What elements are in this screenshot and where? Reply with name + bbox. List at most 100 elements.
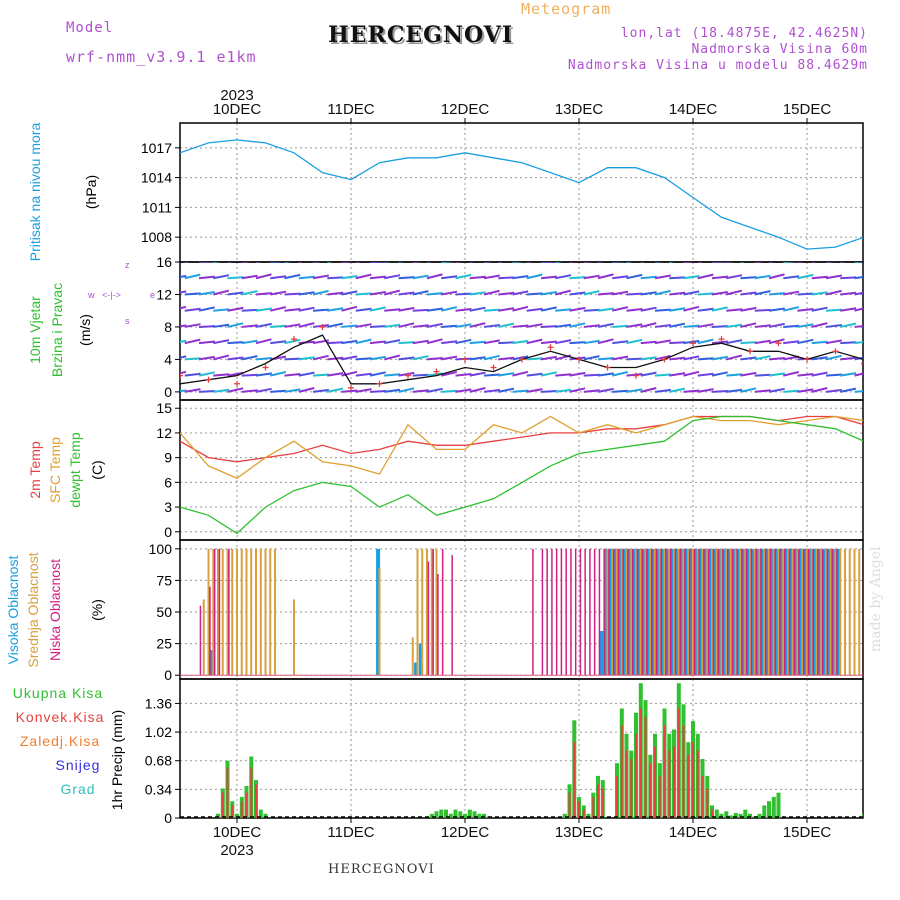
- wind-arrow: [227, 341, 244, 345]
- wind-arrow: [612, 340, 629, 345]
- wind-arrow: [213, 354, 230, 361]
- wind-arrow: [840, 341, 857, 345]
- wind-arrow: [441, 306, 458, 312]
- wind-arrow: [327, 291, 344, 296]
- day-label-top: 15DEC: [783, 101, 832, 118]
- wind-arrow: [341, 355, 358, 361]
- wind-arrow: [255, 292, 272, 296]
- wind-arrow: [711, 371, 728, 377]
- wind-arrow: [128, 373, 144, 376]
- wind-arrow: [540, 340, 558, 345]
- day-label-bottom: 10DEC: [213, 824, 262, 841]
- wind-arrow: [697, 323, 714, 328]
- wind-arrow: [184, 338, 201, 345]
- wind-arrow: [669, 307, 686, 312]
- y-tick-label: 4: [164, 351, 172, 367]
- y-tick-label: 6: [164, 474, 172, 490]
- precip-total-bar: [886, 805, 890, 818]
- wind-arrow: [227, 356, 244, 361]
- wind-gust-mark: [861, 362, 863, 365]
- wind-arrow: [298, 356, 315, 361]
- wind-arrow: [869, 293, 885, 294]
- wind-arrow: [583, 274, 600, 280]
- wind-arrow: [128, 357, 144, 359]
- wind-arrow: [697, 307, 714, 312]
- wind-arrow: [640, 356, 657, 361]
- wind-arrow: [811, 322, 828, 328]
- wind-arrow: [768, 273, 785, 280]
- wind-arrow: [498, 372, 515, 377]
- wind-arrow: [180, 275, 187, 278]
- wind-arrow: [355, 323, 372, 328]
- wind-arrow: [840, 372, 857, 377]
- temp-line-2: [180, 415, 863, 535]
- precip-total-bar: [748, 813, 752, 818]
- pressure-line: [180, 139, 863, 250]
- wind-arrow: [540, 371, 557, 377]
- wind-arrow: [540, 306, 557, 312]
- wind-arrow: [654, 388, 672, 393]
- wind-arrow: [683, 305, 700, 312]
- wind-arrow: [355, 388, 372, 393]
- wind-arrow: [455, 292, 472, 296]
- year-label-top: 2023: [220, 87, 253, 104]
- y-tick-label: 12: [156, 286, 172, 302]
- wind-arrow: [469, 306, 486, 312]
- wind-gust-mark: [832, 348, 839, 355]
- precip-conv-bar: [677, 708, 680, 818]
- wind-arrow: [883, 342, 899, 344]
- wind-gust-mark: [747, 348, 753, 355]
- wind-arrow: [184, 292, 201, 296]
- footer-station: HERCEGNOVI: [328, 862, 435, 877]
- wind-arrow: [355, 357, 372, 361]
- wind-arrow: [483, 324, 501, 328]
- day-label-top: 14DEC: [669, 101, 718, 118]
- precip-total-bar: [458, 811, 463, 818]
- wind-arrow: [270, 324, 287, 328]
- wind-arrow: [441, 324, 458, 328]
- wind-arrow: [284, 388, 301, 393]
- wind-arrow: [640, 387, 657, 393]
- precip-total-bar: [895, 810, 899, 818]
- wind-arrow: [569, 341, 586, 345]
- y-tick-label: 1.02: [145, 724, 172, 740]
- wind-arrow: [312, 373, 330, 377]
- wind-arrow: [426, 322, 443, 328]
- precip-total-bar: [738, 813, 743, 818]
- wind-arrow: [811, 306, 828, 312]
- y-tick-label: 0: [164, 524, 172, 540]
- wind-arrow: [726, 388, 743, 393]
- wind-arrow: [626, 323, 643, 328]
- precip-total-bar: [434, 811, 439, 818]
- precip-total-bar: [762, 805, 767, 818]
- wind-arrow: [683, 370, 700, 377]
- wind-arrow: [412, 373, 429, 377]
- wind-arrow: [198, 275, 216, 280]
- wind-arrow: [227, 387, 244, 393]
- wind-arrow: [142, 390, 158, 392]
- wind-arrow: [869, 374, 885, 376]
- wind-arrow: [811, 371, 828, 377]
- wind-gust-mark: [576, 356, 582, 363]
- precip-total-bar: [562, 813, 567, 818]
- pressure-ylabel: Pritisak na nivou mora: [27, 123, 43, 262]
- wind-arrow: [711, 291, 728, 296]
- wind-arrow: [384, 323, 401, 328]
- temp2m-ylabel: 2m Temp: [27, 441, 43, 499]
- wind-arrow: [384, 354, 401, 361]
- y-tick-label: 25: [156, 636, 172, 652]
- compass-e: e: [150, 290, 155, 300]
- precip-conv-bar: [592, 796, 595, 818]
- precip-ylabel: 1hr Precip (mm): [109, 710, 125, 810]
- wind-arrow: [284, 292, 301, 296]
- wind-arrow: [754, 355, 771, 361]
- wind-arrow: [270, 290, 287, 296]
- day-label-bottom: 13DEC: [555, 824, 604, 841]
- wind-arrow: [740, 322, 757, 328]
- wind-arrow: [754, 290, 771, 296]
- wind-arrow: [298, 306, 315, 312]
- wind-arrow: [455, 273, 472, 280]
- pressure-unit: (hPa): [83, 175, 99, 209]
- wind-arrow: [469, 371, 486, 377]
- wind-arrow: [398, 276, 415, 280]
